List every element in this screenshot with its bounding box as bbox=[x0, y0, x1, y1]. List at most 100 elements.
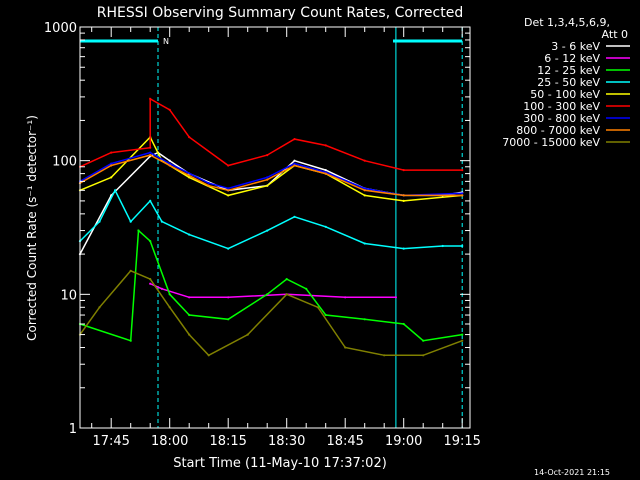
series-4-point-10 bbox=[402, 199, 405, 202]
series-6-point-9 bbox=[363, 187, 366, 190]
x-tick-label: 19:00 bbox=[385, 434, 422, 449]
y-tick-label: 1000 bbox=[44, 21, 77, 36]
series-line-2 bbox=[79, 229, 463, 342]
series-2-point-6 bbox=[227, 318, 230, 321]
series-6-point-4 bbox=[207, 182, 210, 185]
series-3-point-10 bbox=[324, 225, 327, 228]
series-7-point-2 bbox=[149, 154, 152, 157]
series-1-point-5 bbox=[344, 296, 347, 299]
series-8-point-6 bbox=[207, 354, 210, 357]
series-5-point-1 bbox=[110, 151, 113, 154]
series-7-point-9 bbox=[363, 189, 366, 192]
series-8-point-4 bbox=[168, 306, 171, 309]
series-3-point-3 bbox=[129, 220, 132, 223]
x-tick-label: 18:45 bbox=[326, 434, 363, 449]
series-6-point-7 bbox=[293, 162, 296, 165]
series-3-point-1 bbox=[98, 220, 101, 223]
series-3-point-8 bbox=[266, 229, 269, 232]
series-2-point-2 bbox=[137, 229, 140, 232]
series-5-point-5 bbox=[188, 136, 191, 139]
series-8-point-5 bbox=[188, 333, 191, 336]
series-7-point-10 bbox=[402, 194, 405, 197]
series-1-point-2 bbox=[188, 296, 191, 299]
series-2-point-9 bbox=[305, 287, 308, 290]
x-tick-label: 19:15 bbox=[443, 434, 480, 449]
series-5-point-12 bbox=[461, 169, 464, 172]
generated-timestamp: 14-Oct-2021 21:15 bbox=[534, 468, 610, 477]
series-5-point-3 bbox=[149, 97, 152, 100]
series-3-point-2 bbox=[114, 189, 117, 192]
series-7-point-1 bbox=[110, 164, 113, 167]
series-3-point-4 bbox=[149, 199, 152, 202]
series-5-point-8 bbox=[293, 138, 296, 141]
y-tick-label: 1 bbox=[69, 422, 77, 437]
series-6-point-11 bbox=[461, 192, 464, 195]
series-5-point-11 bbox=[402, 169, 405, 172]
legend-entry-label-0: 3 - 6 keV bbox=[551, 40, 600, 53]
x-tick-label: 18:30 bbox=[268, 434, 305, 449]
series-line-5 bbox=[79, 97, 463, 171]
series-line-7 bbox=[79, 154, 463, 197]
legend-entry-label-5: 100 - 300 keV bbox=[523, 100, 600, 113]
series-6-point-1 bbox=[110, 162, 113, 165]
series-line-8 bbox=[79, 269, 463, 357]
axes: 1 10 100 1000 17:45 18:00 18:15 18:30 18:45 19:00… bbox=[44, 21, 481, 449]
series-2-point-4 bbox=[168, 293, 171, 296]
x-tick-label: 18:15 bbox=[209, 434, 246, 449]
legend-entry-label-2: 12 - 25 keV bbox=[537, 64, 600, 77]
series-8-point-3 bbox=[149, 278, 152, 281]
series-7-point-11 bbox=[461, 194, 464, 197]
series-line-4 bbox=[79, 135, 463, 202]
series-7-point-3 bbox=[168, 164, 171, 167]
legend-entry-label-4: 50 - 100 keV bbox=[530, 88, 600, 101]
series-7-point-5 bbox=[227, 189, 230, 192]
series-3-point-11 bbox=[363, 242, 366, 245]
series-8-point-9 bbox=[316, 306, 319, 309]
chart-title: RHESSI Observing Summary Count Rates, Co… bbox=[97, 5, 463, 21]
series-2-point-12 bbox=[402, 322, 405, 326]
series-2-point-3 bbox=[149, 240, 152, 243]
series-1-point-1 bbox=[160, 287, 163, 290]
series-2-point-1 bbox=[129, 339, 132, 342]
night-bar-label: N bbox=[163, 37, 169, 46]
series-4-point-4 bbox=[188, 176, 191, 179]
series-1-point-6 bbox=[394, 296, 397, 299]
series-line-6 bbox=[79, 151, 463, 197]
series-6-point-6 bbox=[266, 176, 269, 179]
series-4-point-6 bbox=[266, 184, 269, 187]
series-2-point-13 bbox=[422, 339, 425, 342]
series-8-point-12 bbox=[422, 354, 425, 357]
series-4-point-9 bbox=[363, 194, 366, 197]
series-8-point-11 bbox=[383, 354, 386, 357]
legend-header-line2: Att 0 bbox=[602, 28, 628, 41]
legend-entry-label-8: 7000 - 15000 keV bbox=[502, 136, 600, 149]
series-3-point-6 bbox=[188, 233, 191, 236]
series-5-point-9 bbox=[324, 144, 327, 147]
series-8-point-10 bbox=[344, 346, 347, 349]
series-7-point-8 bbox=[324, 172, 327, 175]
x-axis-label: Start Time (11-May-10 17:37:02) bbox=[173, 456, 387, 471]
series-3-point-5 bbox=[160, 220, 163, 223]
series-3-point-7 bbox=[227, 247, 230, 250]
series-3-point-13 bbox=[441, 244, 444, 248]
plot-area: N bbox=[78, 27, 464, 428]
legend-header-line1: Det 1,3,4,5,6,9, bbox=[524, 16, 610, 29]
series-7-point-7 bbox=[293, 164, 296, 167]
series-2-point-10 bbox=[324, 313, 327, 317]
series-6-point-2 bbox=[149, 151, 152, 154]
series-2-point-11 bbox=[363, 318, 366, 321]
y-tick-label: 100 bbox=[52, 155, 77, 170]
series-2-point-5 bbox=[188, 313, 191, 317]
series-2-point-7 bbox=[266, 293, 269, 296]
series-3-point-9 bbox=[293, 215, 296, 218]
series-3-point-12 bbox=[402, 247, 405, 250]
series-8-point-1 bbox=[98, 306, 101, 309]
legend-entry-label-3: 25 - 50 keV bbox=[537, 76, 600, 89]
series-1-point-3 bbox=[227, 296, 230, 299]
series-4-point-5 bbox=[227, 194, 230, 197]
series-8-point-13 bbox=[461, 339, 464, 342]
series-7-point-4 bbox=[207, 184, 210, 187]
series-4-point-1 bbox=[110, 176, 113, 179]
